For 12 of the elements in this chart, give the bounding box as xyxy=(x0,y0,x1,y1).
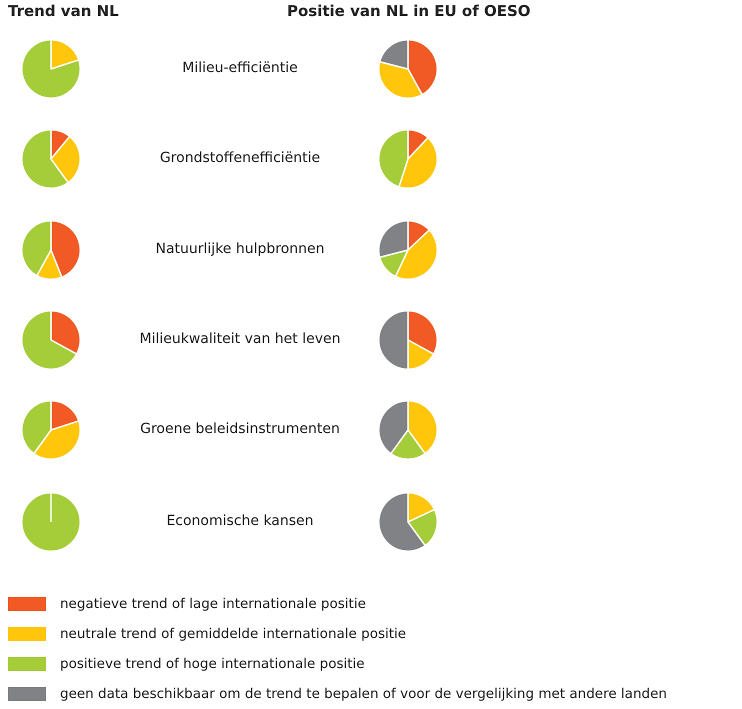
text: Positie van NL in EU of OESO xyxy=(287,2,531,20)
text: Milieukwaliteit van het leven xyxy=(140,331,340,347)
legend-label: negatieve trend of lage internationale positie xyxy=(59,596,366,612)
text: Groene beleidsinstrumenten xyxy=(140,421,340,437)
legend-label: neutrale trend of gemiddelde internationale positie xyxy=(59,626,406,642)
legend-label: positieve trend of hoge internationale positie xyxy=(59,656,365,672)
text: Grondstoffenefficiëntie xyxy=(160,150,320,166)
text: Milieu-efficiëntie xyxy=(182,60,298,76)
text: Trend van NL xyxy=(8,2,119,20)
legend-label: geen data beschikbaar om de trend te bepalen of voor de vergelijking met andere landen xyxy=(59,686,667,702)
text: Natuurlijke hulpbronnen xyxy=(155,241,325,257)
text: Economische kansen xyxy=(166,513,314,529)
